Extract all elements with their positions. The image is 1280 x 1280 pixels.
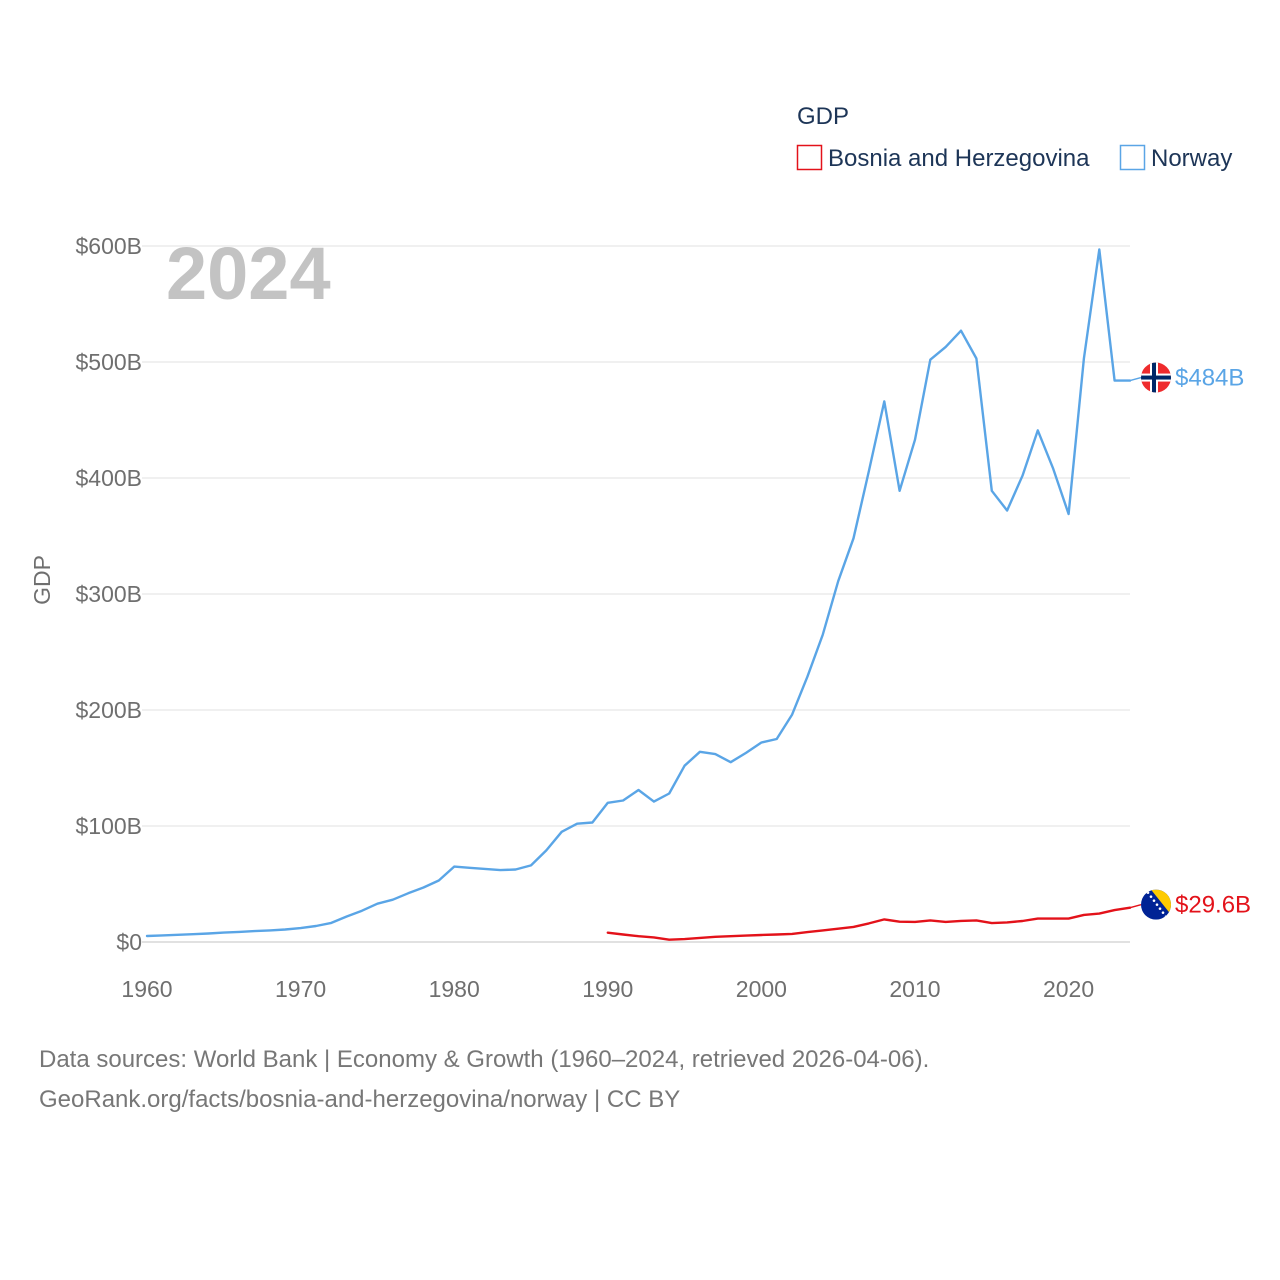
y-tick-label-5: $500B (75, 349, 142, 375)
y-tick-label-3: $300B (75, 581, 142, 607)
y-axis-ticks: $0 $100B $200B $300B $400B $500B $600B (75, 233, 142, 955)
bosnia-flag-icon (1141, 889, 1171, 920)
x-axis-ticks: 1960 1970 1980 1990 2000 2010 2020 (121, 976, 1094, 1002)
x-tick-label-6: 2020 (1043, 976, 1094, 1002)
legend: GDP Bosnia and Herzegovina Norway (796, 103, 1233, 172)
x-tick-label-1: 1970 (275, 976, 326, 1002)
series-lines (145, 248, 1142, 941)
y-tick-label-1: $100B (75, 813, 142, 839)
end-connector-norway (1129, 376, 1142, 382)
y-axis-title: GDP (29, 555, 55, 605)
x-tick-label-0: 1960 (121, 976, 172, 1002)
x-tick-label-3: 1990 (582, 976, 633, 1002)
end-connector-bosnia (1129, 903, 1142, 909)
series-line-bosnia[interactable] (606, 906, 1132, 941)
legend-swatch-norway (1119, 144, 1146, 171)
end-value-label-norway: $484B (1175, 365, 1244, 392)
series-line-norway[interactable] (145, 248, 1132, 938)
source-note: Data sources: World Bank | Economy & Gro… (39, 1040, 1239, 1120)
end-value-label-bosnia: $29.6B (1175, 892, 1251, 919)
y-tick-label-2: $200B (75, 697, 142, 723)
y-tick-label-4: $400B (75, 465, 142, 491)
norway-flag-icon (1141, 362, 1171, 393)
gridlines (142, 245, 1130, 943)
source-line-2[interactable]: GeoRank.org/facts/bosnia-and-herzegovina… (39, 1086, 681, 1113)
x-tick-label-4: 2000 (736, 976, 787, 1002)
legend-title: GDP (797, 103, 849, 130)
source-line-1: Data sources: World Bank | Economy & Gro… (39, 1046, 930, 1073)
legend-swatch-bosnia (796, 144, 823, 171)
year-watermark: 2024 (166, 232, 331, 315)
legend-label-bosnia: Bosnia and Herzegovina (828, 145, 1090, 172)
x-tick-label-2: 1980 (429, 976, 480, 1002)
legend-label-norway: Norway (1151, 145, 1232, 172)
legend-item-norway[interactable]: Norway (1119, 144, 1233, 172)
y-tick-label-0: $0 (116, 929, 142, 955)
y-tick-label-6: $600B (75, 233, 142, 259)
legend-item-bosnia[interactable]: Bosnia and Herzegovina (796, 144, 1091, 172)
x-tick-label-5: 2010 (889, 976, 940, 1002)
